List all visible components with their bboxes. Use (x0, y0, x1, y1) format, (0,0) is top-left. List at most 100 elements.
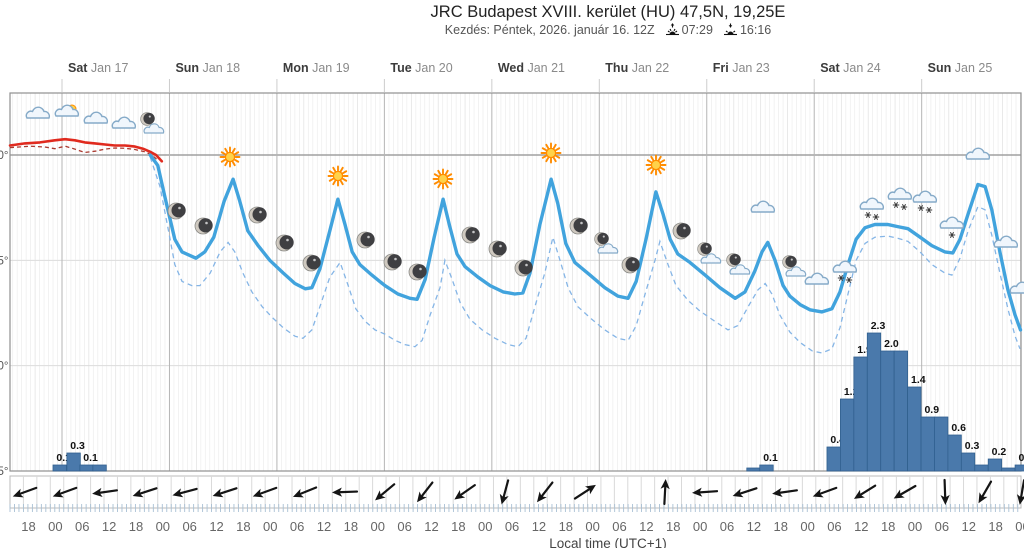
moon-icon (621, 256, 640, 274)
time-label: 06 (935, 519, 949, 534)
temperature-curves-layer (8, 137, 1023, 354)
precip-bar (66, 452, 81, 472)
time-label: 18 (451, 519, 465, 534)
time-label: 00 (371, 519, 385, 534)
moon-icon (488, 240, 507, 258)
wind-arrow (1016, 479, 1024, 505)
moon-icon (782, 255, 797, 269)
moon-icon (461, 226, 480, 244)
cloud-icon (887, 187, 913, 200)
time-label: 12 (962, 519, 976, 534)
snowflake-mark (872, 213, 880, 221)
precip-bar (960, 452, 976, 472)
precip-bar-label: 2.0 (884, 338, 899, 350)
wind-arrow (92, 487, 118, 497)
cloud-icon (804, 272, 830, 285)
time-label: 18 (129, 519, 143, 534)
precip-bar (880, 350, 895, 472)
time-label: 06 (827, 519, 841, 534)
moon-icon (275, 234, 294, 252)
start-time-text: Kezdés: Péntek, 2026. január 16. 12Z (444, 23, 655, 37)
time-label: 00 (908, 519, 922, 534)
precip-bar-label: 2.3 (871, 320, 886, 332)
grid-layer (9, 79, 1022, 472)
time-label: 06 (290, 519, 304, 534)
sun-icon (645, 154, 667, 176)
wind-arrow (732, 487, 758, 498)
sun-icon (540, 142, 562, 164)
moon-cloud-icon (726, 253, 751, 275)
time-label: 06 (182, 519, 196, 534)
cloud-icon (83, 111, 109, 124)
snow-cloud-2-icon (912, 190, 938, 214)
time-label: 06 (397, 519, 411, 534)
sunrise-time: 07:29 (681, 23, 713, 37)
moon-icon (356, 231, 375, 249)
time-label: 00 (693, 519, 707, 534)
cloud-icon (965, 147, 991, 160)
wind-arrow (416, 481, 434, 503)
moon-icon (672, 222, 691, 240)
cloud-icon (54, 104, 80, 117)
time-label: 12 (854, 519, 868, 534)
cloud-icon (25, 106, 51, 119)
cloud-icon (993, 235, 1019, 248)
time-label: 18 (988, 519, 1002, 534)
time-label: 12 (209, 519, 223, 534)
sunrise-icon (665, 23, 680, 39)
snow-cloud-2-icon (859, 197, 885, 221)
y-axis-label: 5° (0, 466, 9, 478)
moon-icon (514, 259, 533, 277)
time-label: 18 (236, 519, 250, 534)
y-axis-label: 0° (0, 361, 9, 373)
precip-bar (52, 464, 67, 472)
precip-bar (920, 416, 935, 472)
time-label: 12 (317, 519, 331, 534)
y-axis-label: 0° (0, 150, 9, 162)
sun-icon (432, 168, 454, 190)
snowflake-mark (925, 206, 933, 214)
precip-bar (853, 356, 868, 472)
moon-icon (383, 253, 402, 271)
wind-band-layer (9, 475, 1024, 512)
temp-main-curve (148, 153, 1023, 332)
sun-icon (219, 146, 241, 168)
temp-dashed-blue-curve (149, 156, 1021, 354)
precip-bar (974, 464, 989, 472)
precip-bar-label: 0.2 (992, 446, 1007, 458)
x-axis-title: Local time (UTC+1) (549, 536, 667, 548)
moon-icon (408, 263, 427, 281)
moon-icon (356, 231, 375, 249)
snowflake-mark (917, 204, 925, 212)
moon-icon (302, 254, 321, 272)
precip-bar (79, 464, 94, 472)
wind-arrow (978, 480, 993, 504)
temp-dashed-red-curve (9, 145, 159, 161)
time-label: 18 (666, 519, 680, 534)
time-label: 00 (478, 519, 492, 534)
moon-icon (621, 256, 640, 274)
time-label: 18 (21, 519, 35, 534)
snow-cloud-2-icon (887, 187, 913, 211)
wind-arrow (375, 483, 396, 501)
precip-bar (746, 467, 761, 472)
cloud-sun-icon (54, 104, 80, 117)
cloud-icon (111, 116, 137, 129)
time-label: 00 (585, 519, 599, 534)
day-label: Sun Jan 25 (928, 61, 993, 75)
moon-icon (514, 259, 533, 277)
moon-icon (672, 222, 691, 240)
moon-icon (248, 206, 267, 224)
time-label: 12 (102, 519, 116, 534)
time-label: 12 (747, 519, 761, 534)
wind-arrow (332, 487, 359, 497)
cloud-icon (729, 264, 751, 275)
time-label: 00 (156, 519, 170, 534)
day-label: Thu Jan 22 (605, 61, 669, 75)
sun-icon (432, 168, 454, 190)
time-label: 12 (424, 519, 438, 534)
moon-icon (408, 263, 427, 281)
moon-icon (383, 253, 402, 271)
